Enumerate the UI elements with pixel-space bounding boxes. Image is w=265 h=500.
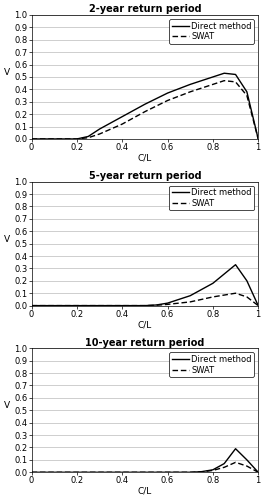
Direct method bbox=[234, 262, 237, 268]
X-axis label: C/L: C/L bbox=[138, 487, 152, 496]
Direct method bbox=[189, 82, 192, 87]
SWAT bbox=[211, 468, 214, 473]
SWAT bbox=[121, 121, 124, 127]
SWAT bbox=[234, 79, 237, 85]
Y-axis label: V: V bbox=[4, 234, 10, 244]
Direct method bbox=[257, 136, 260, 142]
Direct method bbox=[200, 468, 203, 474]
Direct method bbox=[143, 302, 147, 308]
SWAT bbox=[257, 470, 260, 476]
SWAT bbox=[87, 134, 90, 140]
SWAT bbox=[223, 464, 226, 470]
SWAT bbox=[223, 78, 226, 84]
Direct method bbox=[223, 70, 226, 76]
Title: 5-year return period: 5-year return period bbox=[89, 171, 201, 181]
SWAT bbox=[245, 92, 249, 98]
SWAT bbox=[189, 299, 192, 305]
SWAT bbox=[166, 98, 169, 103]
SWAT bbox=[200, 469, 203, 475]
SWAT bbox=[189, 89, 192, 95]
SWAT bbox=[30, 136, 33, 142]
Line: SWAT: SWAT bbox=[32, 80, 258, 139]
Direct method bbox=[30, 302, 33, 308]
Direct method bbox=[245, 89, 249, 95]
SWAT bbox=[30, 302, 33, 308]
Y-axis label: V: V bbox=[4, 402, 10, 410]
Direct method bbox=[245, 457, 249, 463]
Direct method bbox=[30, 136, 33, 142]
Y-axis label: V: V bbox=[4, 68, 10, 77]
Direct method bbox=[87, 134, 90, 140]
Direct method bbox=[234, 72, 237, 78]
SWAT bbox=[75, 136, 78, 142]
Direct method bbox=[245, 278, 249, 284]
Direct method bbox=[211, 74, 214, 80]
Direct method bbox=[257, 302, 260, 308]
Direct method bbox=[234, 446, 237, 452]
Direct method bbox=[189, 292, 192, 298]
Direct method bbox=[98, 126, 101, 132]
SWAT bbox=[166, 302, 169, 308]
Direct method bbox=[223, 460, 226, 466]
SWAT bbox=[211, 82, 214, 87]
X-axis label: C/L: C/L bbox=[138, 154, 152, 162]
Line: Direct method: Direct method bbox=[32, 448, 258, 472]
Direct method bbox=[75, 136, 78, 142]
Legend: Direct method, SWAT: Direct method, SWAT bbox=[169, 352, 254, 377]
SWAT bbox=[257, 136, 260, 142]
Direct method bbox=[121, 114, 124, 119]
Direct method bbox=[257, 470, 260, 476]
Direct method bbox=[189, 470, 192, 476]
Legend: Direct method, SWAT: Direct method, SWAT bbox=[169, 19, 254, 44]
SWAT bbox=[155, 302, 158, 308]
Title: 10-year return period: 10-year return period bbox=[85, 338, 205, 347]
Direct method bbox=[143, 101, 147, 107]
Direct method bbox=[211, 467, 214, 473]
SWAT bbox=[234, 460, 237, 466]
SWAT bbox=[245, 294, 249, 300]
Line: Direct method: Direct method bbox=[32, 264, 258, 306]
SWAT bbox=[189, 470, 192, 476]
X-axis label: C/L: C/L bbox=[138, 320, 152, 329]
Direct method bbox=[155, 302, 158, 308]
SWAT bbox=[143, 108, 147, 114]
Direct method bbox=[211, 280, 214, 286]
SWAT bbox=[143, 302, 147, 308]
SWAT bbox=[234, 290, 237, 296]
Line: SWAT: SWAT bbox=[32, 293, 258, 306]
Direct method bbox=[166, 90, 169, 96]
SWAT bbox=[211, 294, 214, 300]
SWAT bbox=[98, 131, 101, 137]
Title: 2-year return period: 2-year return period bbox=[89, 4, 201, 14]
Legend: Direct method, SWAT: Direct method, SWAT bbox=[169, 186, 254, 210]
SWAT bbox=[245, 463, 249, 469]
Line: SWAT: SWAT bbox=[32, 462, 258, 472]
SWAT bbox=[30, 470, 33, 476]
SWAT bbox=[257, 302, 260, 308]
Line: Direct method: Direct method bbox=[32, 73, 258, 139]
Direct method bbox=[30, 470, 33, 476]
Direct method bbox=[166, 300, 169, 306]
